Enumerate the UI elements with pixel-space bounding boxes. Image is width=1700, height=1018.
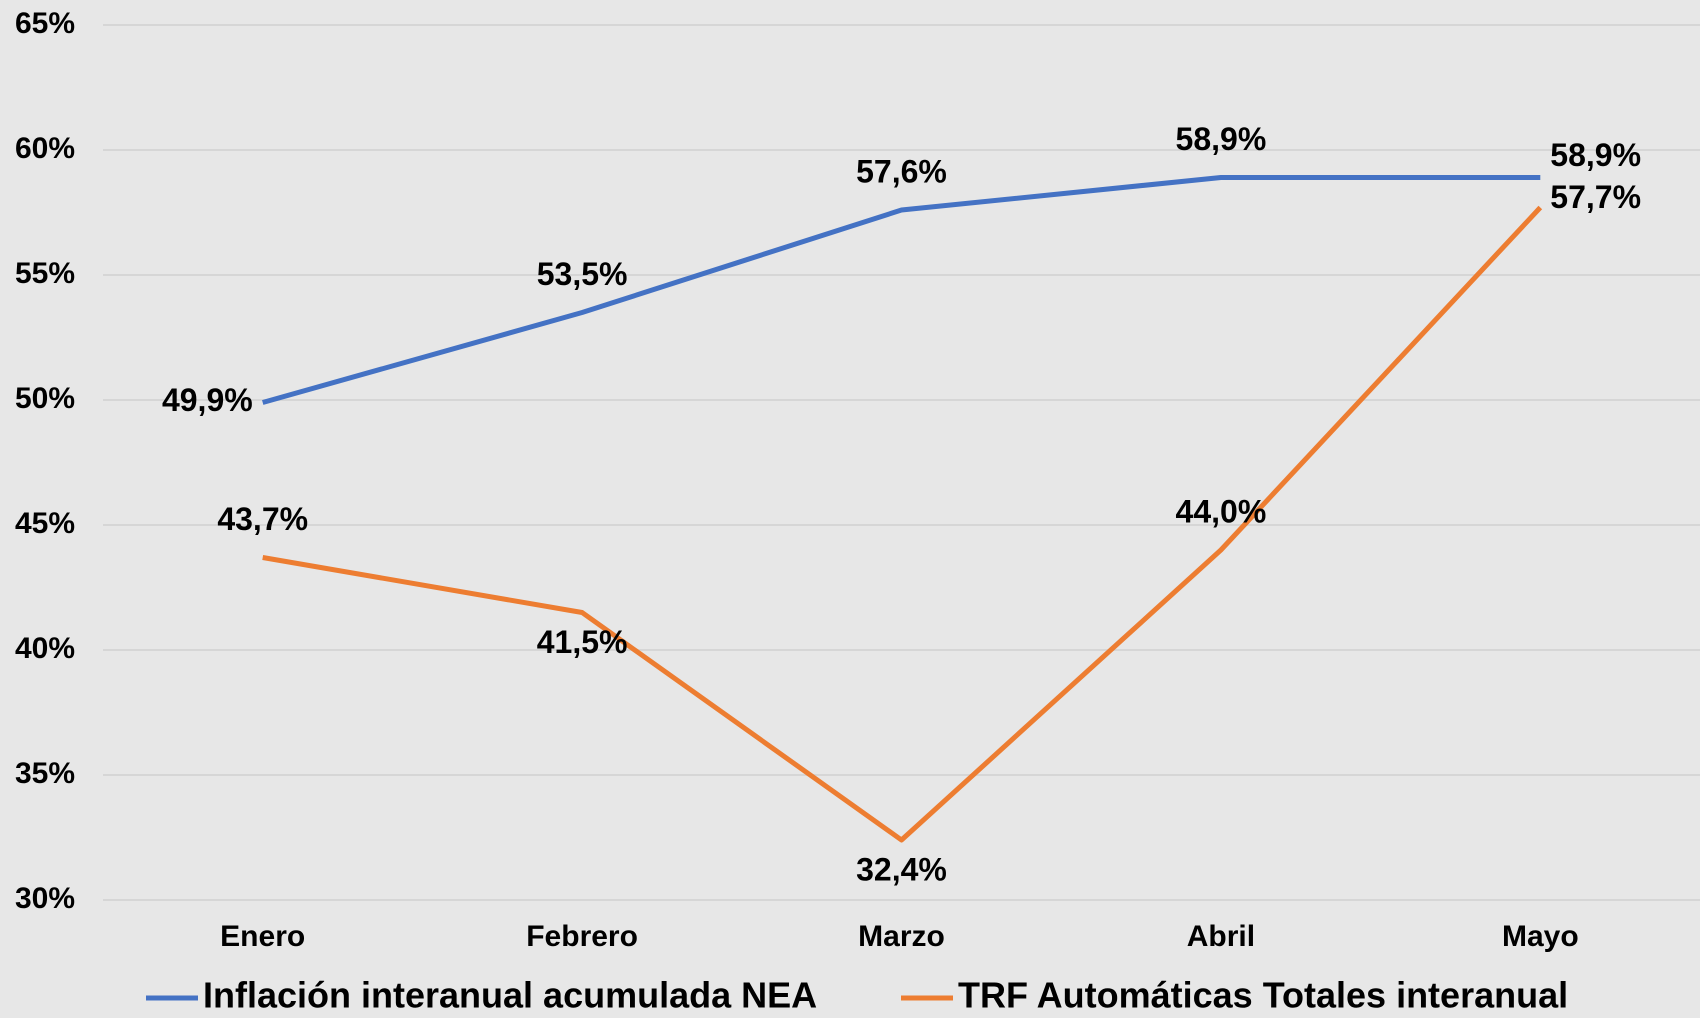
series-line [262, 175, 1541, 405]
data-label: 43,7% [217, 501, 308, 537]
y-tick-label: 55% [15, 257, 75, 290]
data-label: 41,5% [537, 624, 628, 660]
y-tick-label: 45% [15, 507, 75, 540]
y-tick-label: 60% [15, 132, 75, 165]
y-tick-label: 40% [15, 632, 75, 665]
x-tick-label: Enero [220, 920, 305, 953]
data-label: 57,7% [1550, 179, 1641, 215]
x-tick-label: Marzo [858, 920, 945, 953]
x-tick-label: Mayo [1502, 920, 1579, 953]
legend-label: Inflación interanual acumulada NEA [203, 975, 817, 1016]
data-label: 44,0% [1176, 493, 1267, 529]
data-label: 49,9% [162, 382, 253, 418]
data-label: 58,9% [1550, 137, 1641, 173]
data-label: 53,5% [537, 256, 628, 292]
data-label: 57,6% [856, 153, 947, 189]
x-tick-label: Abril [1187, 920, 1255, 953]
y-tick-label: 35% [15, 757, 75, 790]
y-tick-label: 65% [15, 7, 75, 40]
y-tick-label: 30% [15, 882, 75, 915]
legend-label: TRF Automáticas Totales interanual [958, 975, 1568, 1016]
series-line [262, 205, 1543, 843]
data-label: 58,9% [1176, 121, 1267, 157]
y-tick-label: 50% [15, 382, 75, 415]
data-label: 32,4% [856, 851, 947, 887]
x-tick-label: Febrero [526, 920, 638, 953]
